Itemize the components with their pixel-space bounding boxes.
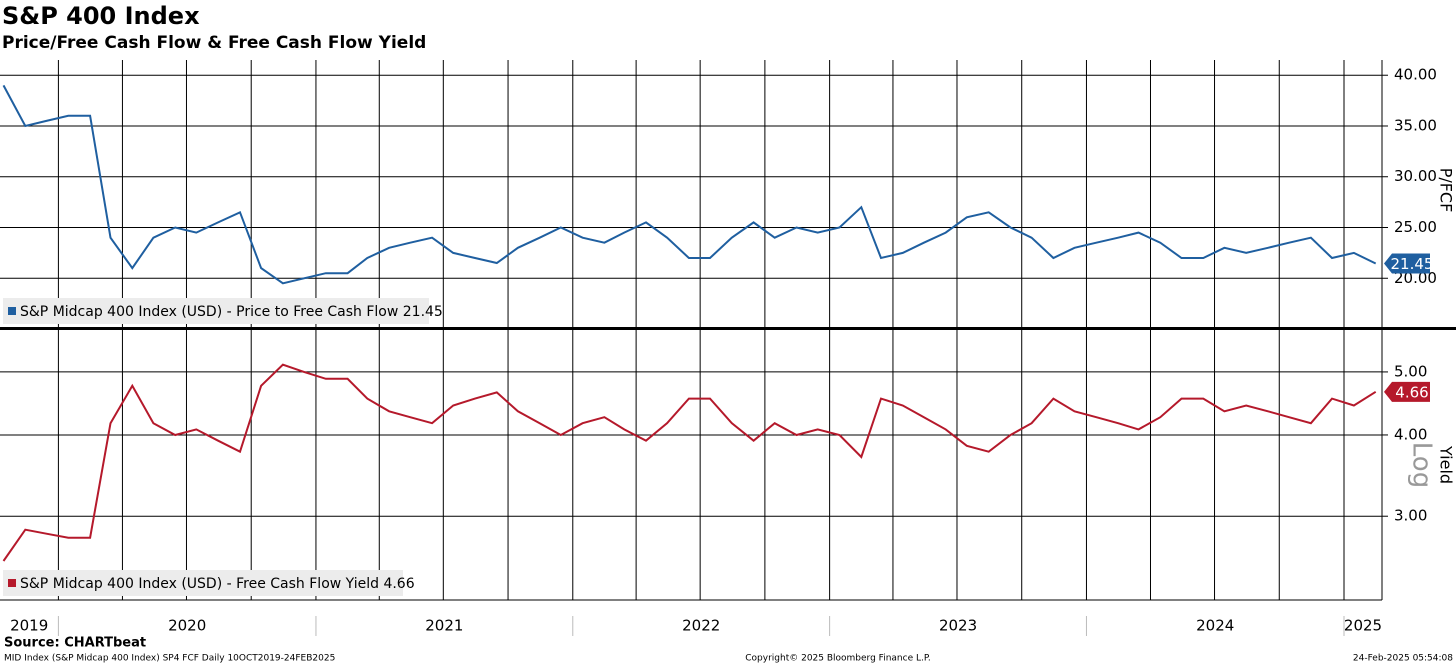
y-tick-label: 35.00 <box>1394 116 1437 134</box>
chart-title: S&P 400 Index <box>2 2 200 30</box>
footer-left: MID Index (S&P Midcap 400 Index) SP4 FCF… <box>4 654 335 664</box>
footer-right: 24-Feb-2025 05:54:08 <box>1353 654 1453 664</box>
legend-label: S&P Midcap 400 Index (USD) - Price to Fr… <box>20 304 443 320</box>
legend-box <box>3 298 429 324</box>
data-line <box>2 363 1377 562</box>
legend-swatch <box>8 579 16 587</box>
x-tick-label: 2025 <box>1344 617 1382 635</box>
log-annotation: Log <box>1407 442 1437 488</box>
data-line <box>2 84 1377 285</box>
legend-swatch <box>8 307 16 315</box>
x-tick-label: 2020 <box>168 617 206 635</box>
y-axis-label: Yield <box>1437 445 1456 484</box>
legend-box <box>3 570 403 596</box>
x-tick-label: 2021 <box>425 617 463 635</box>
x-tick-label: 2024 <box>1196 617 1234 635</box>
last-value-badge <box>1384 253 1430 274</box>
x-tick-label: 2022 <box>682 617 720 635</box>
last-value-badge <box>1384 381 1430 402</box>
x-tick-label: 2023 <box>939 617 977 635</box>
y-tick-label: 40.00 <box>1394 66 1437 84</box>
y-tick-label: 30.00 <box>1394 167 1437 185</box>
y-tick-label: 4.00 <box>1394 425 1427 443</box>
y-tick-label: 5.00 <box>1394 362 1427 380</box>
footer-center: Copyright© 2025 Bloomberg Finance L.P. <box>745 654 930 664</box>
chart-subtitle: Price/Free Cash Flow & Free Cash Flow Yi… <box>2 33 426 53</box>
legend-label: S&P Midcap 400 Index (USD) - Free Cash F… <box>20 576 415 592</box>
y-tick-label: 3.00 <box>1394 507 1427 525</box>
last-value-label: 21.45 <box>1391 255 1434 273</box>
source: Source: CHARTbeat <box>4 636 146 651</box>
y-axis-label: P/FCF <box>1437 168 1456 213</box>
last-value-label: 4.66 <box>1395 383 1428 401</box>
y-tick-label: 25.00 <box>1394 218 1437 236</box>
x-tick-label: 2019 <box>10 617 48 635</box>
